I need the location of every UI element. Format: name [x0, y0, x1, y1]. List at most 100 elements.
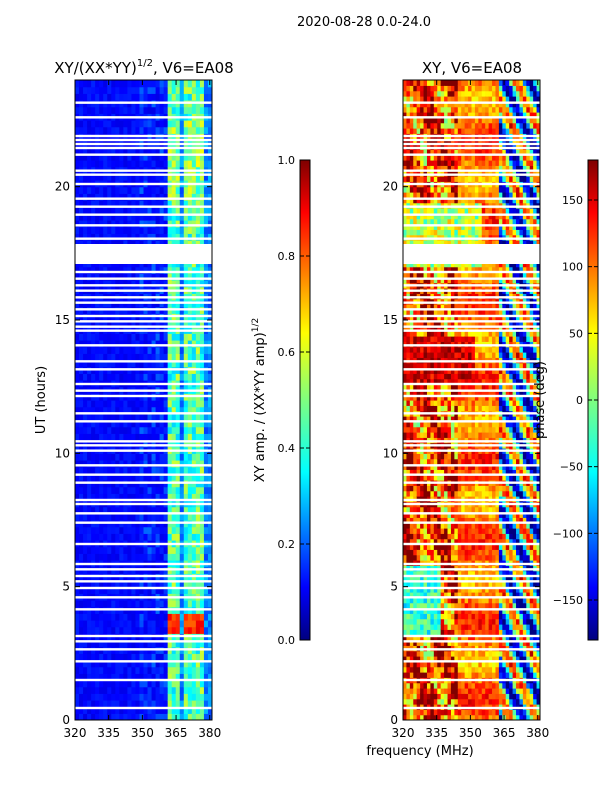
amplitude-heatmap-cell: [195, 426, 201, 434]
phase-heatmap-cell: [426, 165, 431, 172]
phase-heatmap-cell: [440, 213, 445, 220]
amplitude-heatmap-cell: [115, 86, 120, 94]
amplitude-heatmap-cell: [159, 433, 165, 441]
phase-heatmap-cell: [444, 506, 449, 513]
amplitude-heatmap-cell: [183, 400, 189, 408]
phase-heatmap-cell: [409, 149, 414, 156]
phase-heatmap-cell: [413, 426, 418, 433]
amplitude-heatmap-cell: [87, 466, 92, 474]
amplitude-heatmap-cell: [183, 533, 189, 541]
amplitude-heatmap-cell: [127, 200, 133, 208]
amplitude-heatmap-cell: [135, 226, 141, 234]
amplitude-heatmap-cell: [163, 206, 169, 214]
amplitude-heatmap-cell: [207, 373, 212, 381]
phase-heatmap-cell: [409, 101, 414, 108]
amplitude-heatmap-cell: [159, 333, 165, 341]
phase-heatmap-cell: [420, 538, 425, 545]
amplitude-heatmap-cell: [163, 186, 169, 194]
amplitude-heatmap-cell: [155, 200, 161, 208]
amplitude-heatmap-cell: [83, 426, 88, 434]
amplitude-gap-row: [75, 542, 212, 546]
amplitude-heatmap-cell: [127, 93, 133, 101]
phase-heatmap-cell: [437, 218, 442, 225]
amplitude-heatmap-cell: [175, 266, 181, 274]
amplitude-heatmap-cell: [135, 80, 141, 88]
amplitude-heatmap-cell: [119, 413, 124, 421]
phase-heatmap-cell: [444, 672, 449, 678]
amplitude-heatmap-cell: [151, 106, 157, 114]
amplitude-heatmap-cell: [163, 600, 169, 608]
amplitude-gap-row: [75, 138, 212, 142]
amplitude-heatmap-cell: [195, 493, 201, 501]
amplitude-heatmap-cell: [95, 353, 100, 361]
phase-heatmap-cell: [423, 533, 428, 540]
phase-heatmap-cell: [433, 266, 438, 273]
phase-heatmap-cell: [430, 112, 435, 118]
amplitude-heatmap-cell: [187, 426, 193, 434]
amplitude-heatmap-cell: [75, 420, 80, 428]
amplitude-heatmap-cell: [147, 546, 153, 554]
amplitude-heatmap-cell: [79, 640, 84, 648]
amplitude-heatmap-cell: [171, 580, 177, 588]
amplitude-gap-row: [75, 648, 212, 651]
amplitude-heatmap-cell: [143, 280, 149, 288]
phase-heatmap-cell: [433, 362, 438, 369]
phase-heatmap-cell: [447, 634, 452, 641]
amplitude-colorbar-tick-label: 1.0: [278, 154, 296, 167]
phase-heatmap-cell: [444, 261, 449, 268]
amplitude-heatmap-cell: [199, 213, 205, 221]
amplitude-heatmap-cell: [147, 273, 153, 281]
phase-heatmap-cell: [447, 693, 452, 700]
phase-heatmap-cell: [413, 538, 418, 545]
amplitude-heatmap-cell: [131, 220, 137, 228]
phase-heatmap-cell: [403, 576, 408, 582]
amplitude-heatmap-cell: [151, 660, 157, 668]
amplitude-heatmap-cell: [103, 493, 108, 501]
amplitude-heatmap-cell: [187, 266, 193, 274]
phase-heatmap-cell: [426, 490, 431, 497]
phase-heatmap-cell: [416, 608, 421, 614]
amplitude-heatmap-cell: [135, 426, 141, 434]
amplitude-heatmap-cell: [199, 433, 205, 441]
amplitude-heatmap-cell: [183, 673, 189, 681]
phase-heatmap-cell: [433, 325, 438, 332]
phase-heatmap-cell: [403, 138, 408, 145]
amplitude-heatmap-cell: [183, 453, 189, 461]
phase-heatmap-cell: [433, 192, 438, 198]
phase-heatmap-cell: [403, 352, 408, 358]
amplitude-heatmap-cell: [139, 273, 145, 281]
amplitude-heatmap-cell: [127, 213, 133, 221]
amplitude-heatmap-cell: [115, 600, 120, 608]
amplitude-gap-row: [75, 640, 212, 643]
amplitude-heatmap-cell: [171, 506, 177, 514]
amplitude-heatmap-cell: [147, 80, 153, 88]
amplitude-heatmap-cell: [163, 693, 169, 701]
amplitude-heatmap-cell: [167, 673, 173, 681]
amplitude-heatmap-cell: [167, 173, 173, 181]
amplitude-heatmap-cell: [123, 700, 128, 708]
amplitude-heatmap-cell: [187, 213, 193, 221]
amplitude-gap-row: [75, 394, 212, 398]
phase-heatmap-cell: [426, 682, 431, 689]
amplitude-heatmap-cell: [119, 146, 124, 154]
amplitude-heatmap-cell: [103, 346, 108, 354]
amplitude-heatmap-cell: [183, 460, 189, 468]
phase-heatmap-cell: [423, 389, 428, 396]
amplitude-heatmap-cell: [163, 640, 169, 648]
amplitude-heatmap-cell: [191, 713, 197, 720]
amplitude-heatmap-cell: [143, 640, 149, 648]
amplitude-heatmap-cell: [123, 600, 128, 608]
amplitude-heatmap-cell: [167, 600, 173, 608]
amplitude-heatmap-cell: [103, 680, 108, 688]
amplitude-heatmap-cell: [127, 486, 133, 494]
amplitude-heatmap-cell: [79, 200, 84, 208]
amplitude-heatmap-cell: [103, 273, 108, 281]
phase-heatmap-cell: [403, 517, 408, 524]
amplitude-heatmap-cell: [75, 93, 80, 101]
amplitude-heatmap-cell: [135, 193, 141, 201]
amplitude-gap-row: [75, 277, 212, 280]
amplitude-heatmap-cell: [195, 106, 201, 114]
amplitude-heatmap-cell: [103, 640, 108, 648]
amplitude-heatmap-cell: [163, 120, 169, 128]
phase-heatmap-cell: [437, 314, 442, 321]
